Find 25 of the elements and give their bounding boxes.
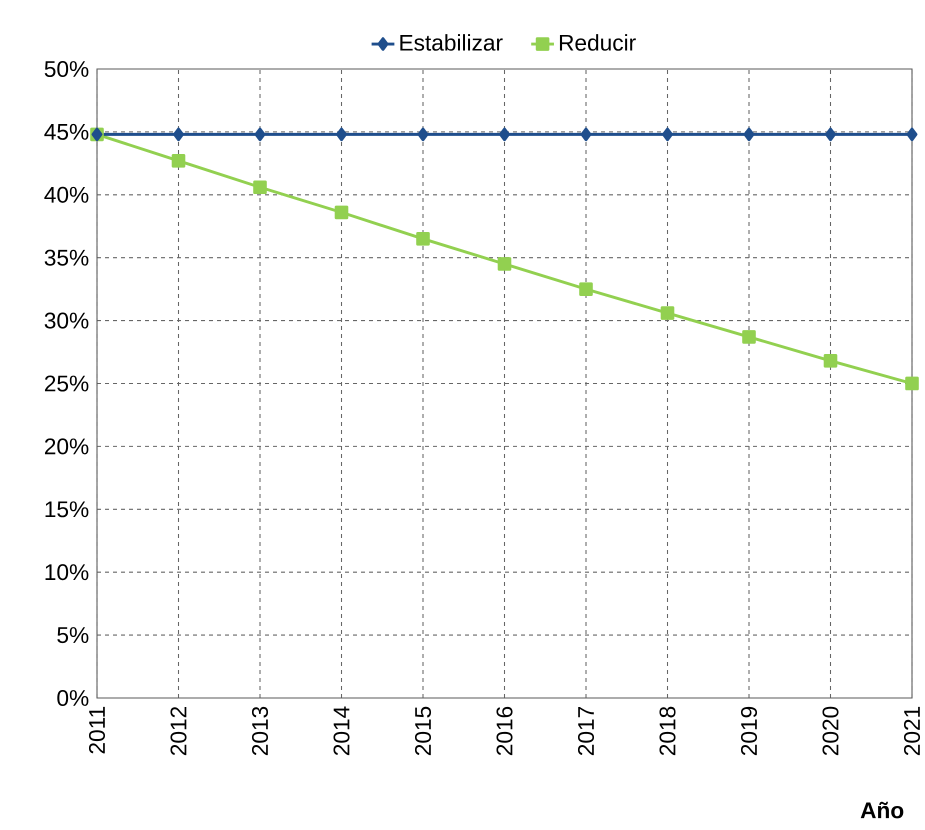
x-tick-label: 2011 (88, 706, 106, 754)
x-tick-label: 2018 (659, 706, 676, 756)
x-tick-label: 2017 (578, 706, 594, 756)
x-tick-label: 2015 (414, 706, 432, 756)
legend-label: Estabilizar (400, 34, 503, 51)
x-tick-label: 2014 (333, 706, 350, 756)
y-tick-label: 10% (46, 564, 88, 580)
x-tick-label: 2020 (822, 706, 839, 756)
x-tick-label: 2013 (252, 706, 268, 756)
y-tick-label: 0% (57, 690, 88, 706)
x-tick-label: 2012 (170, 706, 187, 756)
y-tick-label: 25% (44, 375, 88, 392)
y-tick-label: 20% (44, 438, 88, 454)
y-tick-label: 15% (46, 501, 88, 518)
y-tick-label: 35% (44, 250, 88, 266)
y-tick-label: 30% (44, 312, 88, 329)
y-tick-label: 5% (57, 627, 88, 644)
y-tick-label: 50% (44, 60, 88, 78)
x-tick-label: 2021 (904, 706, 920, 756)
x-tick-label: 2019 (740, 706, 758, 756)
y-tick-label: 40% (44, 186, 88, 203)
legend-label: Reducir (560, 34, 636, 51)
y-tick-label: 45% (44, 124, 88, 140)
x-axis-title: Año (860, 802, 904, 818)
x-tick-label: 2016 (496, 706, 513, 756)
